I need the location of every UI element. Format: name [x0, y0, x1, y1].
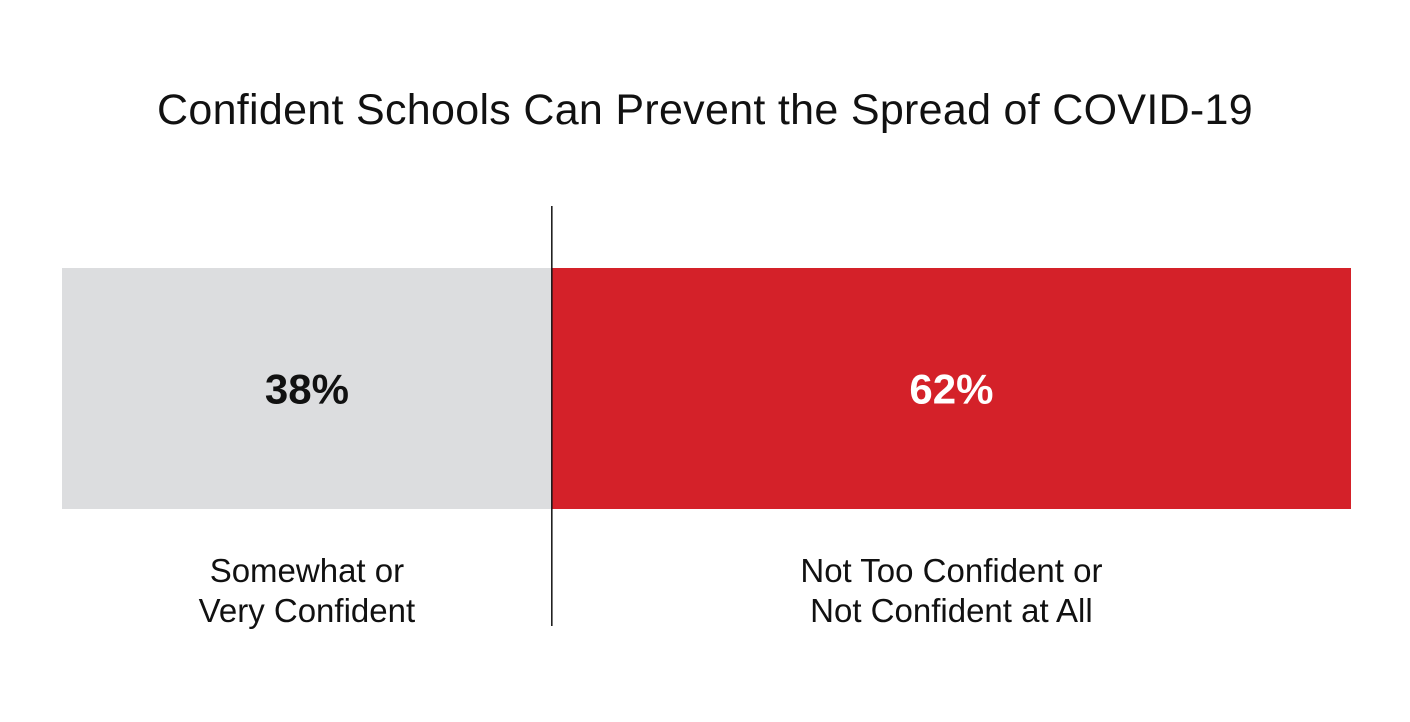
bar-segment-1 — [62, 268, 552, 509]
category-label-2-line-1: Not Too Confident or — [800, 552, 1102, 589]
category-label-1-line-1: Somewhat or — [210, 552, 404, 589]
category-label-2-line-2: Not Confident at All — [810, 592, 1093, 629]
bars-layer — [62, 268, 1351, 509]
bar-value-label-2: 62% — [909, 366, 993, 413]
category-label-1-line-2: Very Confident — [199, 592, 415, 629]
chart-title: Confident Schools Can Prevent the Spread… — [157, 86, 1253, 134]
bar-value-label-1: 38% — [265, 366, 349, 413]
bar-segment-2 — [551, 268, 1351, 509]
